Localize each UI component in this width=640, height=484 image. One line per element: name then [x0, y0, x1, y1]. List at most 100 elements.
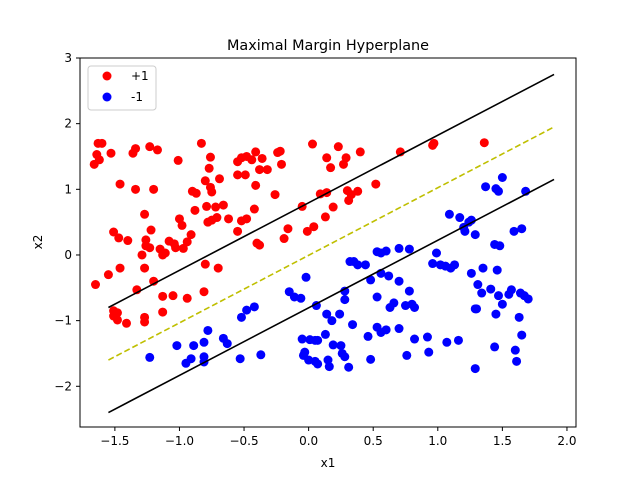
data-point	[470, 364, 480, 374]
data-point	[205, 152, 215, 162]
data-point	[517, 224, 527, 234]
data-point	[333, 142, 343, 152]
data-point	[410, 303, 420, 313]
data-point	[215, 174, 224, 184]
data-point	[172, 341, 182, 351]
chart-title: Maximal Margin Hyperplane	[227, 38, 429, 54]
data-point	[384, 271, 394, 281]
data-point	[328, 202, 338, 212]
data-point	[366, 275, 376, 285]
data-point	[509, 226, 519, 236]
x-tick-label: −1.5	[100, 434, 129, 448]
data-point	[497, 299, 507, 309]
legend-label: +1	[131, 69, 149, 83]
data-point	[109, 306, 119, 316]
data-point	[191, 188, 201, 198]
data-point	[422, 332, 432, 342]
data-point	[346, 190, 356, 200]
data-point	[200, 176, 210, 186]
data-point	[340, 286, 350, 296]
series-negative	[145, 172, 533, 374]
data-point	[491, 309, 501, 319]
data-point	[506, 285, 516, 295]
data-point	[242, 214, 252, 224]
data-point	[517, 330, 527, 340]
data-point	[308, 139, 317, 149]
data-point	[477, 288, 487, 298]
data-point	[189, 341, 199, 351]
x-tick-label: 1.5	[493, 434, 512, 448]
data-point	[224, 214, 234, 224]
data-point	[218, 200, 228, 210]
data-point	[145, 142, 155, 152]
data-point	[320, 212, 330, 222]
data-point	[492, 265, 502, 275]
data-point	[283, 224, 293, 234]
data-point	[204, 163, 214, 173]
data-point	[247, 155, 257, 165]
y-tick-label: 1	[64, 182, 72, 196]
data-point	[251, 147, 261, 157]
data-point	[131, 184, 141, 194]
data-point	[309, 222, 319, 232]
data-point	[494, 291, 503, 301]
data-point	[366, 354, 376, 364]
data-point	[190, 205, 200, 215]
data-point	[460, 226, 470, 236]
data-point	[344, 362, 354, 372]
data-point	[249, 204, 259, 214]
data-point	[327, 316, 337, 326]
data-point	[149, 184, 159, 194]
data-point	[146, 225, 156, 235]
data-point	[486, 284, 496, 294]
legend: +1 -1	[87, 65, 157, 111]
data-point	[453, 335, 463, 345]
data-point	[432, 248, 441, 258]
data-point	[158, 307, 168, 317]
data-point	[371, 179, 381, 189]
data-point	[479, 138, 489, 148]
data-point	[310, 356, 320, 366]
data-point	[158, 291, 168, 301]
data-point	[140, 263, 150, 273]
data-point	[211, 202, 221, 212]
data-point	[497, 172, 507, 182]
y-tick-label: 3	[64, 51, 72, 65]
legend-marker	[102, 92, 112, 102]
data-point	[109, 227, 119, 237]
series-positive	[89, 138, 489, 328]
data-point	[196, 138, 206, 148]
data-point	[115, 179, 125, 189]
data-point	[345, 257, 355, 267]
data-point	[145, 352, 155, 362]
data-point	[186, 230, 196, 240]
data-point	[470, 230, 480, 240]
data-point	[207, 187, 217, 197]
legend-label: -1	[131, 90, 143, 104]
data-point	[91, 280, 100, 290]
x-tick-label: 0.5	[364, 434, 383, 448]
data-point	[106, 148, 116, 158]
data-point	[340, 352, 350, 362]
data-point	[394, 324, 404, 334]
data-point	[235, 354, 245, 364]
data-point	[279, 234, 289, 244]
data-point	[401, 301, 410, 311]
data-point	[424, 347, 434, 357]
data-point	[112, 315, 122, 325]
data-point	[168, 291, 178, 301]
data-point	[348, 320, 358, 330]
data-point	[171, 243, 181, 253]
legend-marker	[102, 71, 112, 81]
data-point	[173, 155, 183, 165]
data-point	[177, 220, 187, 230]
data-point	[372, 247, 382, 257]
data-point	[336, 341, 346, 351]
data-point	[137, 250, 147, 260]
data-point	[200, 259, 210, 269]
data-point	[255, 165, 265, 175]
axes-frame	[79, 57, 577, 428]
data-point	[114, 233, 124, 243]
x-tick-label: 1.0	[428, 434, 447, 448]
